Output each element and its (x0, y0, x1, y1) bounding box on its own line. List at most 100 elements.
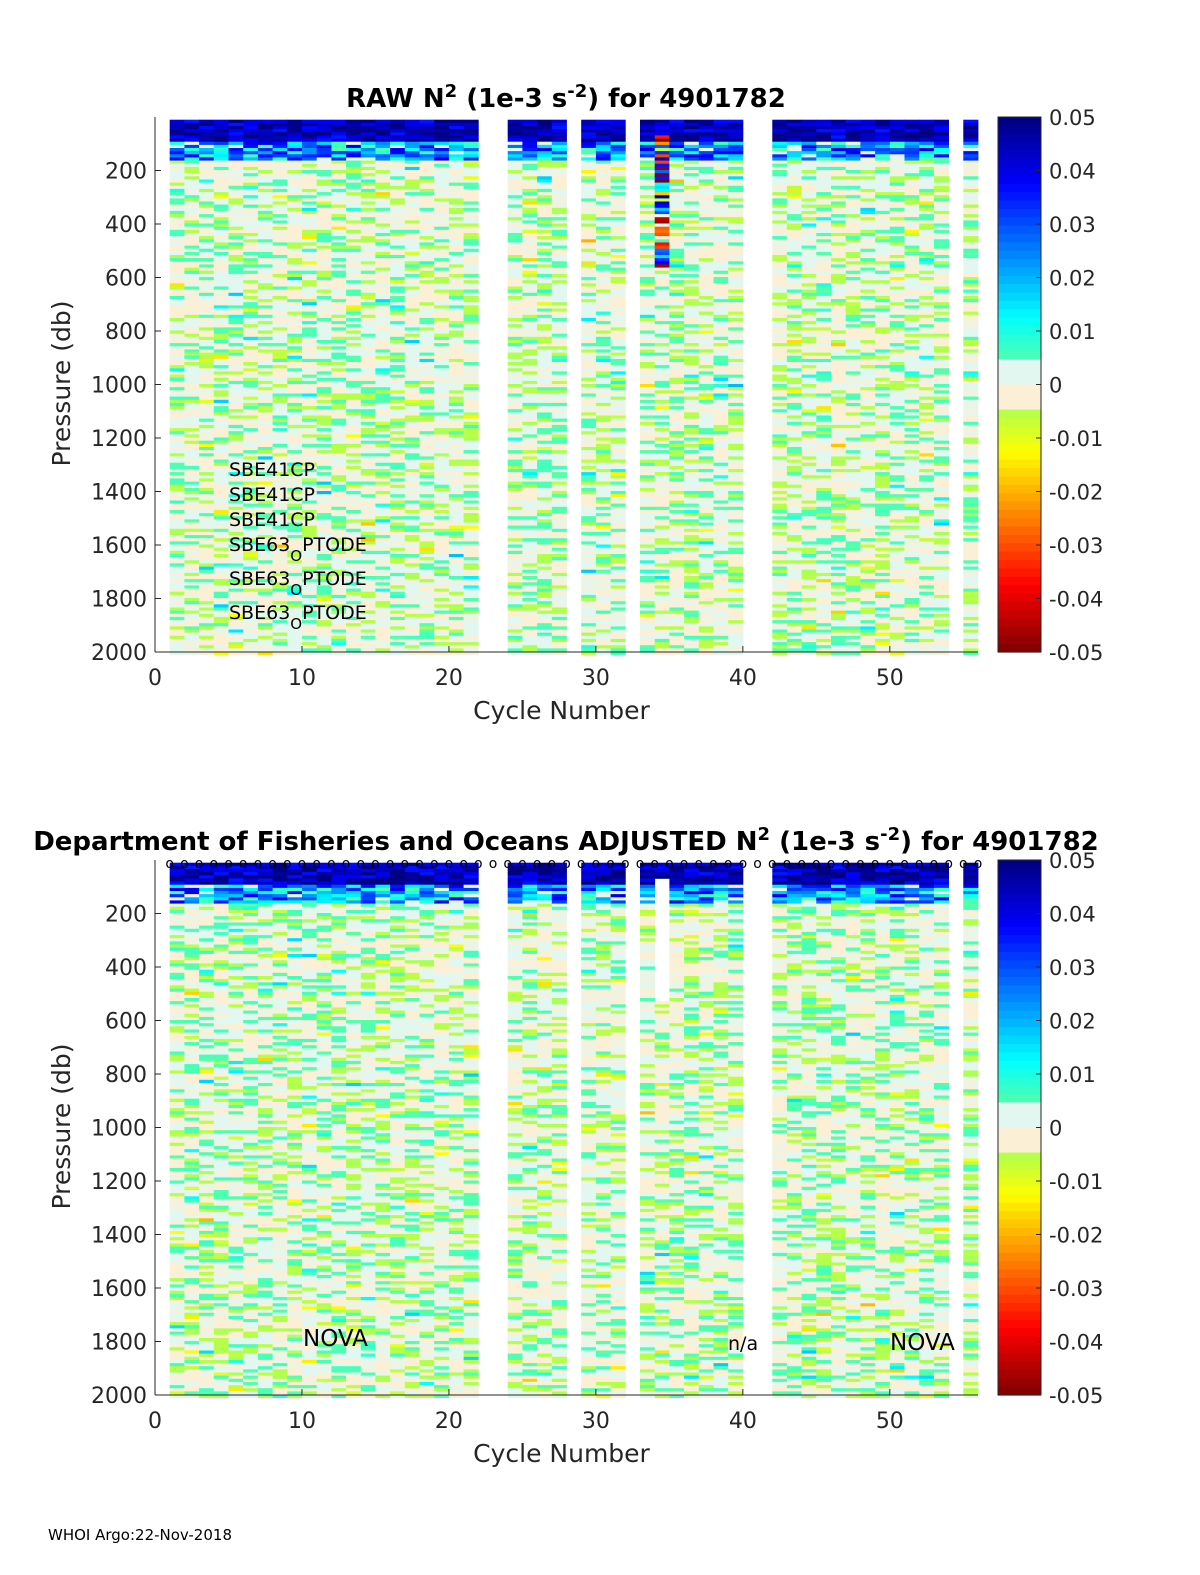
qc-marker: o (841, 856, 850, 872)
qc-marker: o (724, 856, 733, 872)
footer-credit: WHOI Argo:22-Nov-2018 (48, 1526, 232, 1544)
colorbar-step (998, 1152, 1041, 1162)
colorbar-step (998, 943, 1041, 953)
y-tick-label: 600 (105, 267, 147, 292)
qc-marker: o (430, 856, 439, 872)
colorbar-step (998, 1186, 1041, 1195)
colorbar-step (998, 1211, 1041, 1221)
colorbar-tick-label: 0.04 (1049, 160, 1096, 184)
sensor-annotation: n/a (728, 1333, 758, 1355)
colorbar-step (998, 209, 1041, 218)
colorbar-step (998, 476, 1041, 486)
colorbar-step (998, 1386, 1041, 1396)
colorbar-step (998, 1135, 1041, 1145)
colorbar-step (998, 1227, 1041, 1237)
colorbar-tick-label: -0.05 (1049, 641, 1103, 665)
qc-marker: o (401, 856, 410, 872)
heatmap-cells (169, 862, 979, 1398)
qc-marker: o (533, 856, 542, 872)
colorbar-step (998, 284, 1041, 294)
qc-marker: o (915, 856, 924, 872)
colorbar-tick-label: 0.02 (1049, 1010, 1096, 1034)
colorbar-step (998, 501, 1041, 511)
y-tick-label: 2000 (91, 641, 147, 666)
qc-marker: o (827, 856, 836, 872)
x-tick-label: 20 (435, 666, 463, 691)
colorbar-step (998, 384, 1041, 394)
colorbar-step (998, 509, 1041, 519)
qc-marker: o (650, 856, 659, 872)
colorbar-step (998, 217, 1041, 227)
colorbar-step (998, 876, 1041, 886)
colorbar-step (998, 1269, 1041, 1279)
colorbar-step (998, 142, 1041, 152)
colorbar-tick-label: -0.05 (1049, 1384, 1103, 1408)
colorbar-step (998, 1035, 1041, 1045)
colorbar-tick-label: 0.03 (1049, 213, 1096, 237)
colorbar-tick-label: 0.03 (1049, 956, 1096, 980)
colorbar-step (998, 167, 1041, 177)
colorbar-step (998, 626, 1041, 636)
colorbar-step (998, 901, 1041, 911)
qc-marker: o (709, 856, 718, 872)
colorbar-step (998, 1194, 1041, 1204)
qc-marker: o (224, 856, 233, 872)
qc-marker: o (930, 856, 939, 872)
y-tick-label: 800 (105, 1063, 147, 1088)
colorbar-step (998, 910, 1041, 920)
x-tick-label: 0 (148, 1409, 162, 1434)
y-tick-label: 400 (105, 956, 147, 981)
colorbar-tick-label: -0.01 (1049, 1170, 1103, 1194)
colorbar-step (998, 993, 1041, 1003)
colorbar-step (998, 935, 1041, 945)
sensor-annotation: SBE63OPTODE (229, 568, 367, 599)
colorbar-step (998, 1378, 1041, 1388)
colorbar-step (998, 275, 1041, 285)
colorbar-step (998, 576, 1041, 586)
colorbar-step (998, 459, 1041, 469)
qc-marker: o (606, 856, 615, 872)
y-tick-label: 400 (105, 213, 147, 238)
colorbar-step (998, 175, 1041, 185)
colorbar-step (998, 192, 1041, 202)
qc-marker: o (371, 856, 380, 872)
colorbar-step (998, 1278, 1041, 1287)
y-tick-label: 1000 (91, 374, 147, 399)
colorbar-step (998, 1319, 1041, 1329)
sensor-annotation: SBE41CP (229, 509, 315, 531)
colorbar-step (998, 918, 1041, 928)
colorbar: 0.05 0.04 0.03 0.02 0.01 0 -0.01 -0.02 -0.03 -0.0… (997, 849, 1103, 1408)
sensor-annotation: NOVA (890, 1330, 955, 1356)
colorbar-step (998, 1311, 1041, 1321)
colorbar-step (998, 1219, 1041, 1229)
qc-marker: o (900, 856, 909, 872)
colorbar-tick-label: 0.04 (1049, 903, 1096, 927)
colorbar-tick-label: 0.05 (1049, 106, 1096, 130)
colorbar-step (998, 1077, 1041, 1087)
colorbar-step (998, 409, 1041, 419)
x-tick-label: 20 (435, 1409, 463, 1434)
x-tick-label: 30 (582, 666, 610, 691)
qc-marker: o (254, 856, 263, 872)
colorbar-step (998, 1236, 1041, 1246)
colorbar-step (998, 643, 1041, 653)
colorbar-step (998, 359, 1041, 369)
qc-marker: o (239, 856, 248, 872)
y-tick-label: 200 (105, 903, 147, 928)
colorbar-step (998, 560, 1041, 569)
qc-marker: o (739, 856, 748, 872)
colorbar-step (998, 1010, 1041, 1020)
y-tick-label: 600 (105, 1010, 147, 1035)
qc-marker: o (753, 856, 762, 872)
colorbar-step (998, 952, 1041, 961)
colorbar-step (998, 1144, 1041, 1154)
sensor-annotation: SBE41CP (229, 459, 315, 481)
y-tick-label: 1800 (91, 588, 147, 613)
y-axis-label: Pressure (db) (47, 301, 76, 467)
x-tick-label: 10 (288, 1409, 316, 1434)
qc-marker: o (195, 856, 204, 872)
qc-marker: o (209, 856, 218, 872)
colorbar-step (998, 443, 1041, 452)
colorbar-step (998, 1303, 1041, 1312)
